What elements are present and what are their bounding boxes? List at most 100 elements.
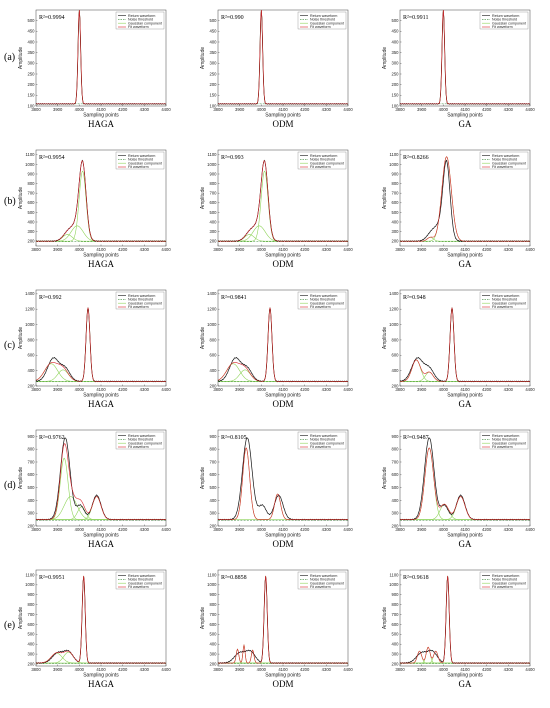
legend-entry: Return waveform (310, 154, 337, 158)
method-label: ODM (272, 399, 293, 409)
y-tick-label: 600 (28, 622, 36, 627)
y-tick-label: 500 (210, 210, 218, 215)
y-axis-label: Amplitude (18, 467, 24, 489)
y-tick-label: 800 (392, 602, 400, 607)
y-axis-label: Amplitude (382, 187, 388, 209)
x-axis-label: Sampling points (265, 113, 301, 119)
fit-waveform-line (399, 307, 530, 382)
y-tick-label: 400 (392, 498, 400, 503)
y-tick-label: 1000 (207, 322, 217, 327)
x-tick-label: 4300 (140, 387, 150, 392)
y-tick-label: 150 (210, 93, 218, 98)
legend-box (479, 571, 529, 590)
y-axis-label: Amplitude (382, 467, 388, 489)
y-tick-label: 1100 (389, 572, 399, 577)
x-tick-label: 3800 (213, 667, 223, 672)
chart-panel: 3800 3900 4000 4100 4200 4300 4400 100 150 200 250… (382, 9, 535, 129)
y-axis-label: Amplitude (382, 607, 388, 629)
legend-entry: Return waveform (492, 154, 519, 158)
x-tick-label: 4200 (482, 527, 492, 532)
y-tick-label: 250 (28, 71, 36, 76)
y-tick-label: 1400 (25, 291, 35, 296)
x-tick-label: 4000 (439, 107, 449, 112)
y-axis-label: Amplitude (200, 467, 206, 489)
legend-box (479, 11, 529, 30)
legend-box (479, 151, 529, 170)
y-tick-label: 450 (210, 29, 218, 34)
y-tick-label: 1100 (207, 572, 217, 577)
y-tick-label: 600 (210, 200, 218, 205)
r-squared-label: R²=0.8105 (221, 435, 247, 441)
fit-waveform-line (36, 443, 166, 520)
y-tick-label: 600 (28, 200, 36, 205)
y-tick-label: 900 (28, 434, 36, 439)
x-tick-label: 4400 (525, 247, 535, 252)
x-axis-label: Sampling points (265, 673, 301, 679)
legend-box (115, 11, 165, 30)
y-tick-label: 1000 (389, 162, 399, 167)
x-axis-label: Sampling points (447, 673, 483, 679)
y-tick-label: 500 (392, 632, 400, 637)
x-tick-label: 4400 (161, 387, 171, 392)
y-axis-label: Amplitude (200, 607, 206, 629)
x-tick-label: 3800 (213, 387, 223, 392)
y-tick-label: 200 (210, 82, 218, 87)
legend-entry: Noise threshold (310, 578, 335, 582)
y-tick-label: 800 (210, 447, 218, 452)
legend-entry: Gaussian component (492, 581, 526, 585)
y-tick-label: 350 (210, 50, 218, 55)
x-tick-label: 4400 (525, 107, 535, 112)
x-tick-label: 4300 (504, 667, 514, 672)
x-tick-label: 4400 (161, 247, 171, 252)
x-axis-label: Sampling points (265, 393, 301, 399)
chart-panel: 3800 3900 4000 4100 4200 4300 4400 200 300 400 500… (200, 569, 353, 689)
legend-entry: Return waveform (310, 294, 337, 298)
legend-entry: Return waveform (128, 294, 155, 298)
row-label: (d) (4, 480, 16, 491)
legend-box (297, 571, 347, 590)
x-tick-label: 3800 (31, 247, 41, 252)
x-tick-label: 4000 (439, 387, 449, 392)
x-tick-label: 3900 (53, 527, 63, 532)
y-tick-label: 1100 (207, 152, 217, 157)
y-tick-label: 300 (210, 652, 218, 657)
x-tick-label: 4400 (343, 247, 353, 252)
x-tick-label: 4200 (118, 247, 128, 252)
legend-entry: Gaussian component (310, 21, 344, 25)
y-tick-label: 600 (210, 472, 218, 477)
r-squared-label: R²=0.948 (403, 295, 426, 301)
legend-box (297, 11, 347, 30)
fit-waveform-line (36, 160, 166, 242)
x-tick-label: 4300 (504, 387, 514, 392)
x-tick-label: 4000 (75, 387, 85, 392)
y-tick-label: 1200 (389, 307, 399, 312)
legend-entry: Noise threshold (128, 18, 153, 22)
legend-entry: Return waveform (128, 154, 155, 158)
x-tick-label: 3900 (235, 387, 245, 392)
chart-panel: 3800 3900 4000 4100 4200 4300 4400 100 150 200 250… (200, 9, 353, 129)
r-squared-label: R²=0.993 (221, 155, 244, 161)
legend-entry: Noise threshold (310, 18, 335, 22)
y-tick-label: 500 (28, 632, 36, 637)
y-axis-label: Amplitude (382, 327, 388, 349)
chart-panel: 3800 3900 4000 4100 4200 4300 4400 200 300 400 500… (18, 429, 171, 549)
x-tick-label: 3900 (235, 527, 245, 532)
y-tick-label: 600 (210, 353, 218, 358)
y-tick-label: 800 (28, 181, 36, 186)
legend-entry: Gaussian component (492, 161, 526, 165)
legend-entry: Gaussian component (310, 441, 344, 445)
y-tick-label: 700 (392, 459, 400, 464)
x-tick-label: 4400 (525, 387, 535, 392)
x-tick-label: 4400 (161, 107, 171, 112)
method-label: ODM (272, 539, 293, 549)
y-tick-label: 300 (392, 229, 400, 234)
y-tick-label: 1000 (207, 162, 217, 167)
legend-entry: Fit waveform (492, 445, 513, 449)
y-tick-label: 400 (392, 368, 400, 373)
x-axis-label: Sampling points (447, 113, 483, 119)
